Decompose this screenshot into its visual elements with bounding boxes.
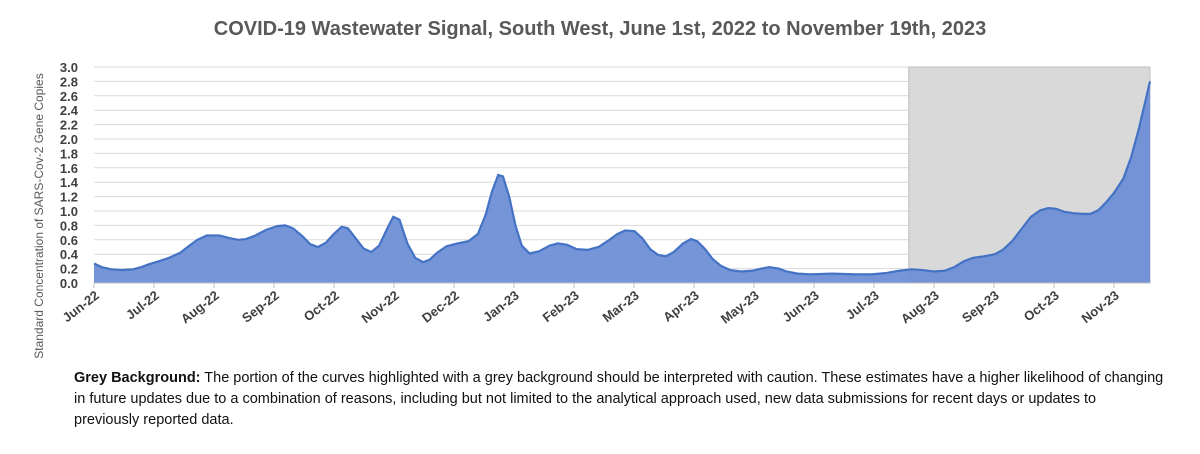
series-area-fill <box>94 81 1150 284</box>
y-tick-label: 1.8 <box>60 146 78 161</box>
y-axis-label: Standard Concentration of SARS-Cov-2 Gen… <box>32 73 46 359</box>
x-tick-label: Jun-23 <box>780 288 822 326</box>
y-tick-label: 0.0 <box>60 276 78 291</box>
x-tick-label: Dec-22 <box>419 288 462 326</box>
y-tick-label: 2.2 <box>60 118 78 133</box>
x-tick-label: Jul-23 <box>843 288 882 323</box>
y-tick-label: 1.0 <box>60 204 78 219</box>
y-tick-label: 0.6 <box>60 233 78 248</box>
x-tick-label: Feb-23 <box>540 288 582 326</box>
x-tick-label: Oct-23 <box>1021 288 1062 325</box>
y-tick-label: 0.4 <box>60 247 79 262</box>
caution-note: Grey Background: The portion of the curv… <box>74 368 1164 431</box>
series-area <box>93 81 1152 284</box>
x-tick-label: Sep-22 <box>239 288 282 326</box>
y-tick-label: 0.2 <box>60 262 78 277</box>
y-tick-label: 3.0 <box>60 60 78 75</box>
x-tick-label: Mar-23 <box>600 288 642 326</box>
x-tick-label: Jun-22 <box>60 288 102 326</box>
caution-note-text: The portion of the curves highlighted wi… <box>74 370 1164 428</box>
y-tick-label: 2.6 <box>60 89 78 104</box>
x-tick-label: Oct-22 <box>301 288 342 325</box>
caution-note-heading: Grey Background: <box>74 370 201 386</box>
y-tick-label: 2.0 <box>60 132 78 147</box>
y-tick-label: 0.8 <box>60 218 78 233</box>
y-tick-label: 2.4 <box>60 103 79 118</box>
x-tick-label: Apr-23 <box>660 288 702 325</box>
y-tick-label: 1.4 <box>60 175 79 190</box>
x-tick-label: Aug-23 <box>898 288 942 327</box>
x-tick-label: Sep-23 <box>959 288 1002 326</box>
chart-title: COVID-19 Wastewater Signal, South West, … <box>213 18 987 40</box>
y-tick-label: 1.6 <box>60 161 78 176</box>
y-tick-label: 1.2 <box>60 190 78 205</box>
y-tick-label: 2.8 <box>60 74 78 89</box>
x-tick-label: Aug-22 <box>178 288 222 327</box>
series-line <box>93 81 1152 276</box>
x-tick-label: May-23 <box>718 288 762 327</box>
x-tick-label: Nov-22 <box>358 288 401 327</box>
x-tick-label: Jan-23 <box>480 288 522 325</box>
x-tick-label: Nov-23 <box>1078 288 1121 327</box>
x-tick-label: Jul-22 <box>123 288 162 323</box>
